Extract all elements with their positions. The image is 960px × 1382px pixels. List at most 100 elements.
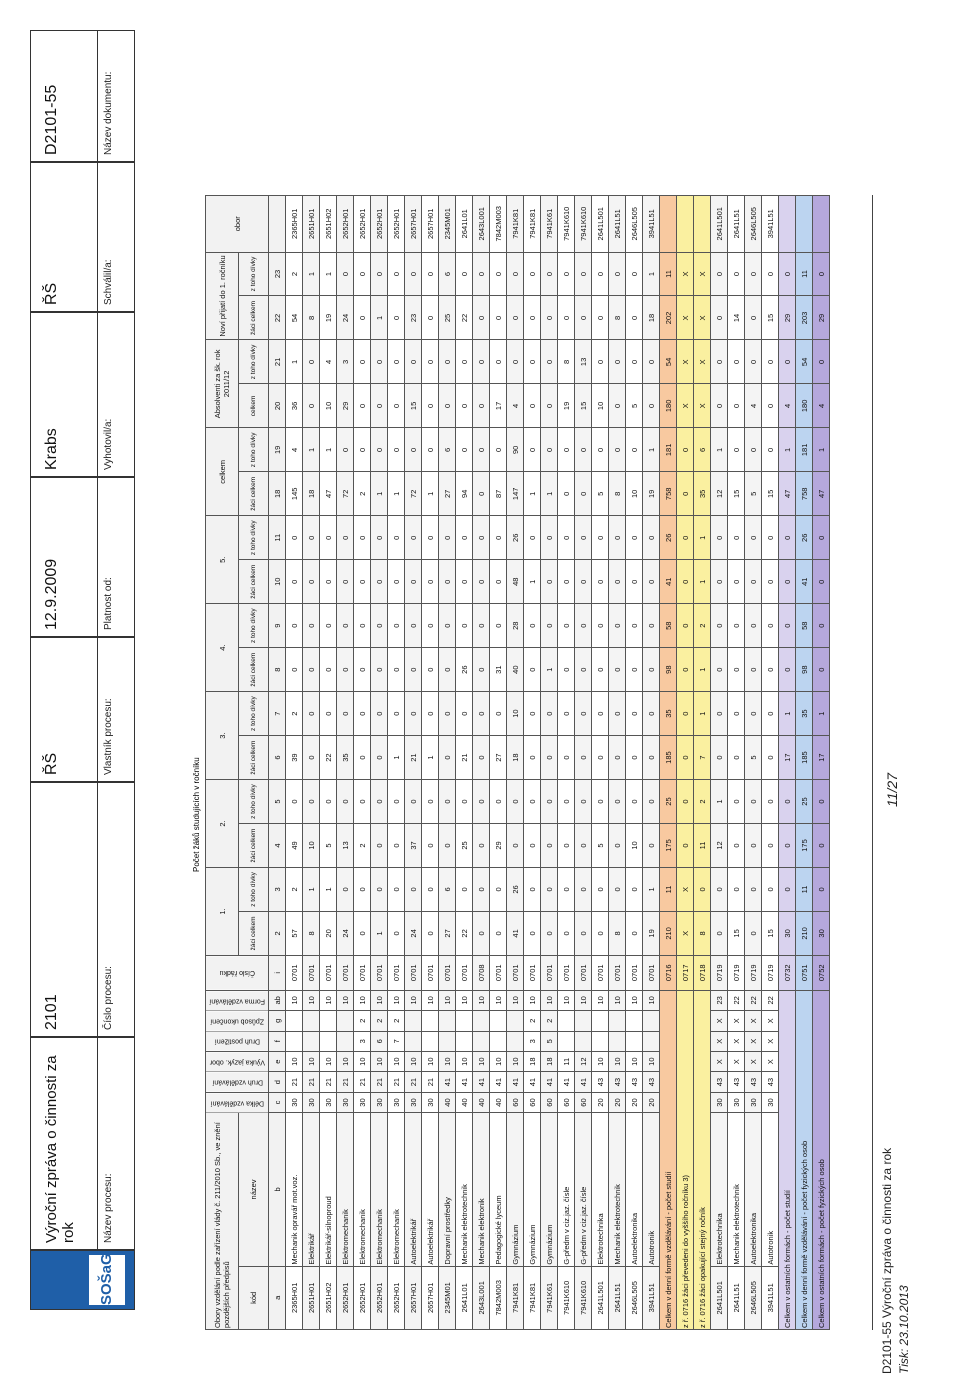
cell: X [693, 295, 711, 340]
cell: 10 [608, 990, 626, 1011]
cell: 87 [489, 471, 507, 516]
cell: 19 [319, 295, 337, 340]
cell: 10 [642, 1051, 660, 1072]
cell: 0 [302, 603, 320, 648]
cell: Mechanik elektronik [472, 1112, 490, 1267]
cell: 2652H01 [336, 195, 354, 253]
cell: 0708 [472, 955, 490, 991]
cell: 0 [438, 559, 456, 604]
column-header: žáci celkem [238, 471, 269, 516]
cell: 0 [608, 252, 626, 296]
cell: 0 [625, 603, 643, 648]
row-label: Celkem v ostatních formách - počet studi… [778, 990, 796, 1330]
cell: 0 [319, 779, 337, 824]
cell: 0 [727, 867, 745, 912]
cell: 23 [710, 990, 728, 1011]
cell: 41 [523, 1071, 541, 1093]
cell: 26 [455, 647, 473, 692]
cell: 0 [506, 295, 524, 340]
cell: 0 [591, 515, 609, 560]
cell: 0 [608, 647, 626, 692]
cell: 0 [778, 559, 796, 604]
cell: 0 [710, 559, 728, 604]
cell: 2652H01 [370, 195, 388, 253]
letter-cell: 3 [268, 867, 286, 912]
cell: 27 [438, 911, 456, 956]
column-header: Způsob ukončení [205, 1010, 269, 1032]
cell: 2 [353, 1010, 371, 1032]
cell: 0 [778, 867, 796, 912]
cell: 43 [727, 1071, 745, 1093]
cell: 0 [404, 427, 422, 472]
cell: 0 [489, 867, 507, 912]
cell: 2643L001 [472, 1266, 490, 1330]
cell: 4 [319, 339, 337, 384]
logo: SOŠaG [30, 1250, 135, 1310]
cell: 0 [591, 603, 609, 648]
cell: 47 [812, 471, 830, 516]
cell: 1 [642, 867, 660, 912]
cell: 2641L501 [591, 1266, 609, 1330]
cell: 0 [336, 779, 354, 824]
table-row: 2651H01 Elektrikář 30 21 10 10 0701 8 1 10 0 0 0 0 0 0 0… [302, 195, 320, 1330]
cell: 0 [319, 691, 337, 736]
cell: 0 [574, 779, 592, 824]
cell: 0 [387, 779, 405, 824]
cell: 0 [557, 867, 575, 912]
cell: 0 [302, 515, 320, 560]
cell: 1 [778, 691, 796, 736]
cell: 0 [591, 735, 609, 780]
cell: 0 [608, 383, 626, 428]
cell: 0 [557, 647, 575, 692]
cell: 0 [455, 427, 473, 472]
cell: 41 [472, 1071, 490, 1093]
cell: 0 [574, 471, 592, 516]
cell: 12 [710, 471, 728, 516]
cell: 0 [761, 603, 779, 648]
cell: Pedagogické lyceum [489, 1112, 507, 1267]
cell: 0 [710, 867, 728, 912]
cell: 10 [336, 990, 354, 1011]
cell: 0 [761, 252, 779, 296]
table-row: z ř. 0716 žáci převedeni do vyššího ročn… [676, 195, 694, 1330]
cell: 0 [761, 515, 779, 560]
cell: 41 [795, 559, 813, 604]
cell: 0 [336, 603, 354, 648]
cell: 2657H01 [404, 1266, 422, 1330]
cell: 4 [778, 383, 796, 428]
cell: 0 [404, 691, 422, 736]
cell: 0 [370, 691, 388, 736]
cell: 0 [744, 295, 762, 340]
cell: 0 [625, 559, 643, 604]
cell: X [744, 1010, 762, 1032]
cell: Autotronik [761, 1112, 779, 1267]
cell: 3 [353, 1031, 371, 1052]
table-row: 7941K610 G-předm v ciz.jaz. čísle 60 41 11 10… [557, 195, 575, 1330]
header-doc: D2101-55 Název dokumentu: [30, 30, 135, 162]
cell: 0701 [353, 955, 371, 991]
cell: 0 [608, 427, 626, 472]
cell: 0 [540, 339, 558, 384]
cell: 0 [608, 339, 626, 384]
cell: Autoelektrikář [404, 1112, 422, 1267]
cell: X [727, 1051, 745, 1072]
cell: 0 [387, 867, 405, 912]
cell: 10 [302, 823, 320, 868]
cell: 0 [370, 603, 388, 648]
cell: 0 [370, 427, 388, 472]
cell: 0 [285, 603, 303, 648]
letter-cell: 19 [268, 427, 286, 472]
cell: 0718 [693, 955, 711, 991]
cell [676, 195, 694, 253]
cell: 0 [285, 779, 303, 824]
cell: 1 [319, 252, 337, 296]
cell: 0 [812, 823, 830, 868]
letter-cell: c [268, 1092, 286, 1113]
cell: 2646L505 [625, 195, 643, 253]
cell: X [676, 339, 694, 384]
cell: 0 [710, 252, 728, 296]
cell: 18 [302, 471, 320, 516]
cell: 10 [285, 990, 303, 1011]
cell: 29 [812, 295, 830, 340]
cell: 35 [795, 691, 813, 736]
